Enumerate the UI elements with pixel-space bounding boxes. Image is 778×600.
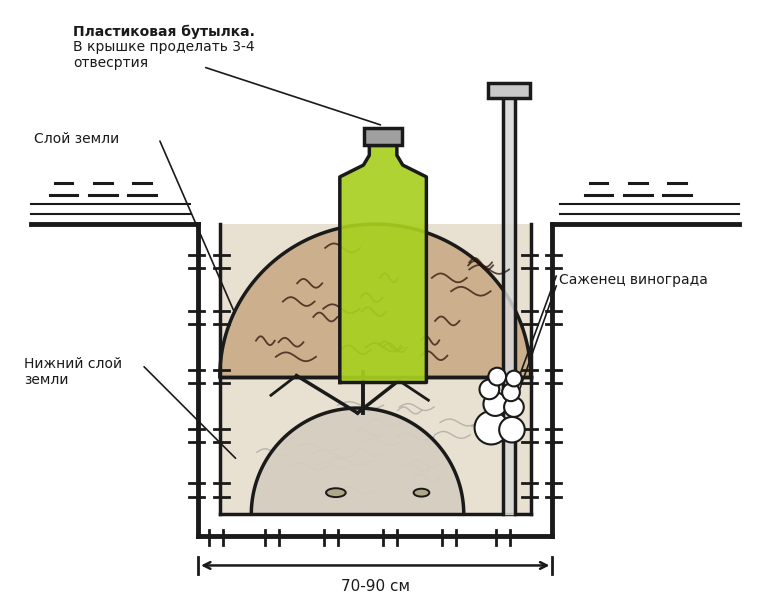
Text: В крышке проделать 3-4
отвесртия: В крышке проделать 3-4 отвесртия [73,40,255,70]
Circle shape [483,392,507,416]
Text: Слой земли: Слой земли [34,131,119,146]
Circle shape [489,368,506,385]
Circle shape [475,411,508,445]
Bar [220,377,531,514]
Ellipse shape [326,488,345,497]
Text: Нижний слой
земли: Нижний слой земли [24,356,122,387]
Bar [364,128,401,145]
Text: 70-90 см: 70-90 см [341,579,410,594]
Text: Саженец винограда: Саженец винограда [559,273,708,287]
Bar [489,83,530,98]
Polygon shape [220,224,531,377]
Bar [220,224,531,514]
Polygon shape [251,408,464,514]
Circle shape [506,371,522,386]
Circle shape [502,383,520,401]
Text: Пластиковая бутылка.: Пластиковая бутылка. [73,25,255,39]
Ellipse shape [414,489,429,497]
Polygon shape [340,145,426,382]
Circle shape [499,417,524,442]
Circle shape [504,397,524,417]
Circle shape [479,380,499,399]
